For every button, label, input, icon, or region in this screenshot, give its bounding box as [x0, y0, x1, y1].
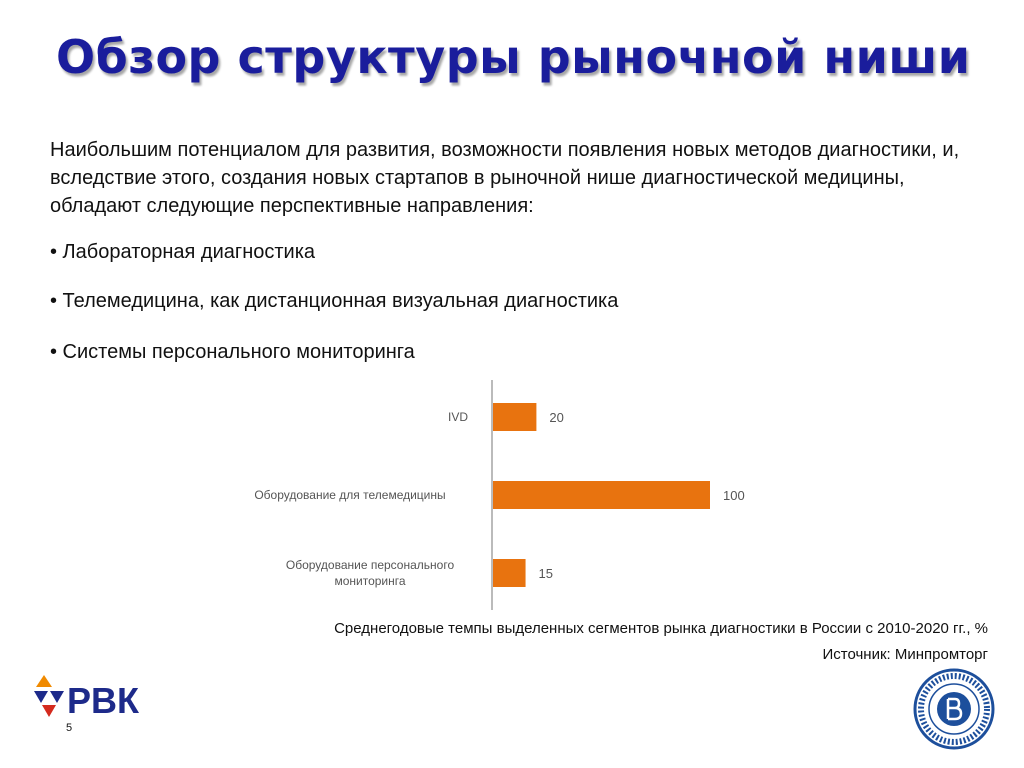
bar-1: [493, 481, 710, 509]
value-label-2: 15: [539, 566, 553, 581]
chart-caption: Среднегодовые темпы выделенных сегментов…: [334, 620, 988, 637]
source-note: Источник: Минпромторг: [822, 646, 988, 663]
category-label-line: Оборудование для телемедицины: [254, 488, 445, 502]
category-label-1: Оборудование для телемедицины: [254, 488, 445, 502]
bullet-lab-diagnostics: • Лабораторная диагностика: [50, 241, 315, 263]
bullet-personal-monitoring: • Системы персонального мониторинга: [50, 341, 415, 363]
rvk-logo-icon: РВК: [34, 675, 140, 721]
bullet-telemedicine: • Телемедицина, как дистанционная визуал…: [50, 290, 619, 312]
rvk-logo-text: РВК: [67, 680, 140, 721]
category-label-0: IVD: [448, 410, 468, 424]
intro-paragraph: Наибольшим потенциалом для развития, воз…: [50, 139, 960, 217]
category-label-2: Оборудование персонального мониторинга: [286, 558, 455, 588]
bar-2: [493, 559, 526, 587]
bar-chart: 20 IVD 100 Оборудование для телемедицины 15 О…: [254, 380, 745, 610]
hse-seal-icon: [913, 668, 995, 750]
bar-0: [493, 403, 537, 431]
category-label-line: Оборудование персонального: [286, 558, 455, 572]
value-label-0: 20: [549, 410, 563, 425]
page-title: Обзор структуры рыночной ниши: [56, 30, 971, 84]
category-label-line: мониторинга: [334, 574, 405, 588]
value-label-1: 100: [723, 488, 745, 503]
category-label-line: IVD: [448, 410, 468, 424]
page-number: 5: [66, 722, 73, 734]
